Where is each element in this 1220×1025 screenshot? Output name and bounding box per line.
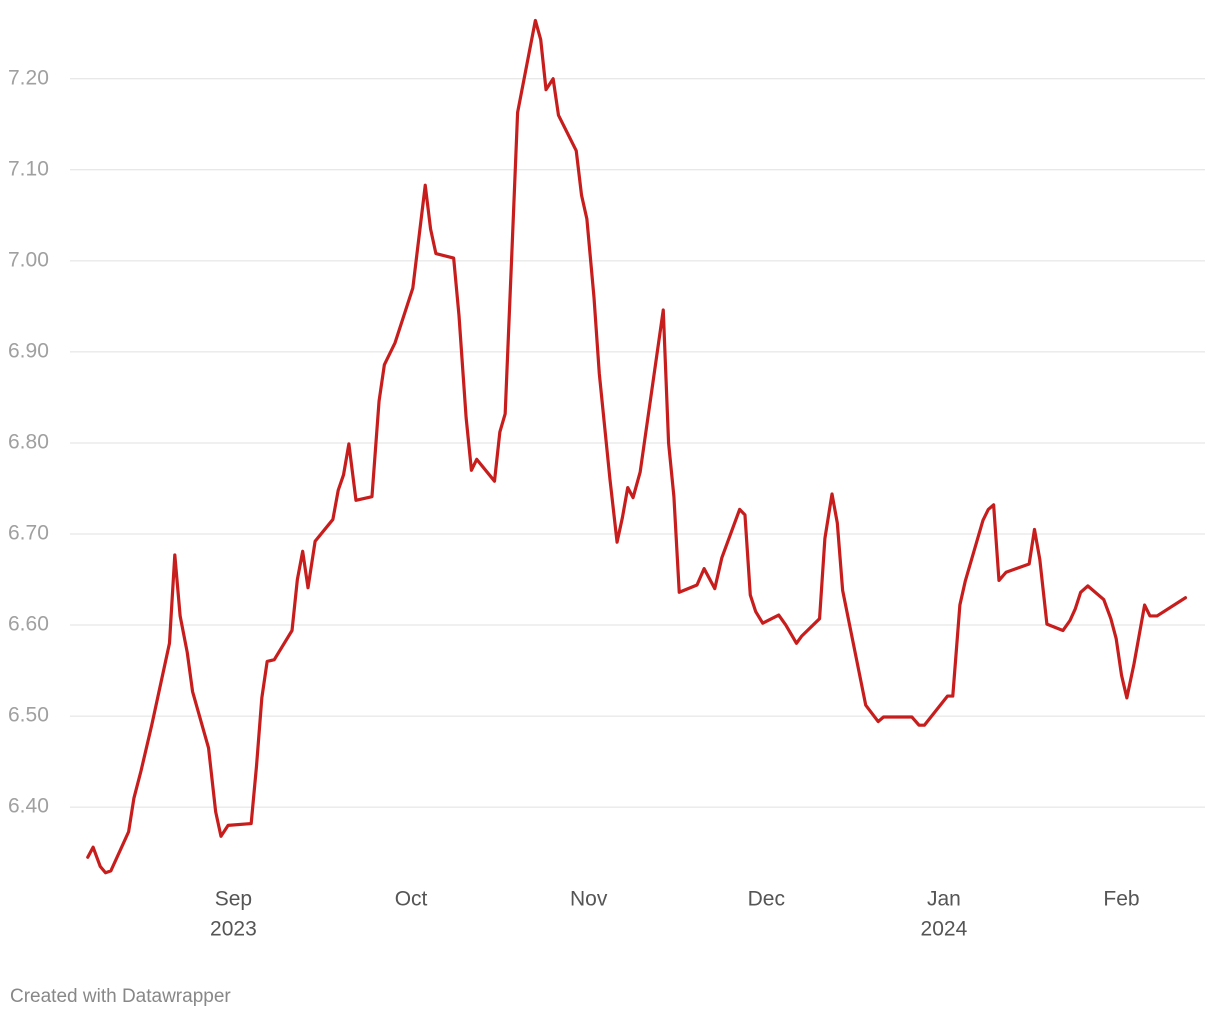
y-tick-label: 6.60 bbox=[8, 613, 49, 636]
y-tick-label: 6.50 bbox=[8, 704, 49, 727]
x-tick-sublabel: 2024 bbox=[921, 918, 968, 941]
y-tick-label: 6.70 bbox=[8, 522, 49, 545]
x-tick-label: Dec bbox=[748, 888, 785, 911]
x-tick-sublabel: 2023 bbox=[210, 918, 257, 941]
x-tick-label: Jan bbox=[927, 888, 961, 911]
y-tick-label: 6.40 bbox=[8, 795, 49, 818]
data-line bbox=[86, 18, 1188, 875]
y-tick-label: 6.80 bbox=[8, 430, 49, 453]
credit: Created with Datawrapper bbox=[10, 986, 231, 1007]
y-tick-label: 7.20 bbox=[8, 66, 49, 89]
y-tick-label: 6.90 bbox=[8, 339, 49, 362]
x-tick-label: Feb bbox=[1103, 888, 1139, 911]
x-tick-label: Nov bbox=[570, 888, 608, 911]
y-tick-label: 7.00 bbox=[8, 248, 49, 271]
y-tick-label: 7.10 bbox=[8, 157, 49, 180]
x-tick-label: Oct bbox=[395, 888, 428, 911]
x-tick-label: Sep bbox=[215, 888, 252, 911]
